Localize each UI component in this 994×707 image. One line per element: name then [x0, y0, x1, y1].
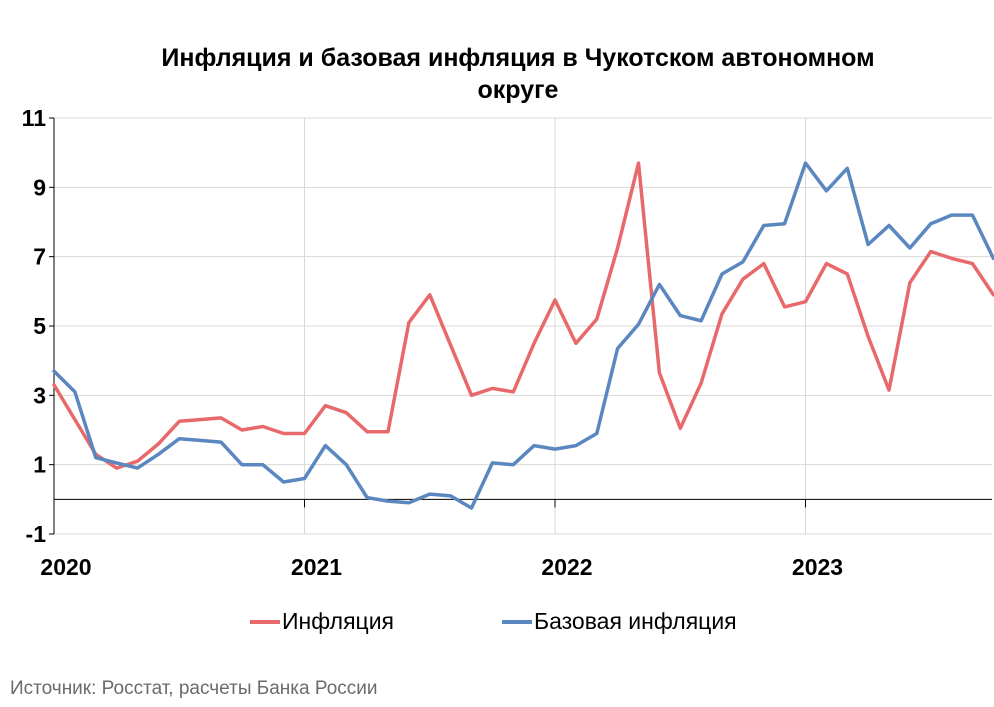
y-tick-label-1: 1	[33, 452, 46, 478]
series-line-core-inflation	[52, 161, 994, 510]
legend-label-core-inflation: Базовая инфляция	[534, 608, 737, 634]
chart-title-line-1: Инфляция и базовая инфляция в Чукотском …	[161, 44, 875, 72]
x-tick-label-2020: 2020	[40, 554, 91, 580]
legend-item-core-inflation: Базовая инфляция	[502, 608, 737, 635]
legend-label-inflation: Инфляция	[282, 608, 395, 634]
chart-legend: Инфляция Базовая инфляция	[0, 608, 994, 640]
legend-item-inflation: Инфляция	[250, 608, 394, 635]
series-line-inflation	[52, 161, 994, 470]
chart-title-line-2: округе	[477, 76, 559, 104]
x-tick-label-2023: 2023	[792, 554, 843, 580]
y-tick-label-0: -1	[26, 521, 47, 547]
y-tick-label-6: 11	[22, 105, 47, 131]
chart-title: Инфляция и базовая инфляция в Чукотском …	[0, 42, 994, 106]
y-tick-label-2: 3	[33, 382, 46, 408]
y-tick-label-5: 9	[33, 174, 46, 200]
x-tick-label-2022: 2022	[541, 554, 592, 580]
x-tick-label-2021: 2021	[291, 554, 342, 580]
legend-swatch-core-inflation	[502, 619, 532, 624]
legend-swatch-inflation	[250, 619, 280, 624]
y-tick-label-4: 7	[33, 244, 46, 270]
source-note: Источник: Росстат, расчеты Банка России	[10, 678, 378, 699]
y-tick-label-3: 5	[33, 313, 46, 339]
